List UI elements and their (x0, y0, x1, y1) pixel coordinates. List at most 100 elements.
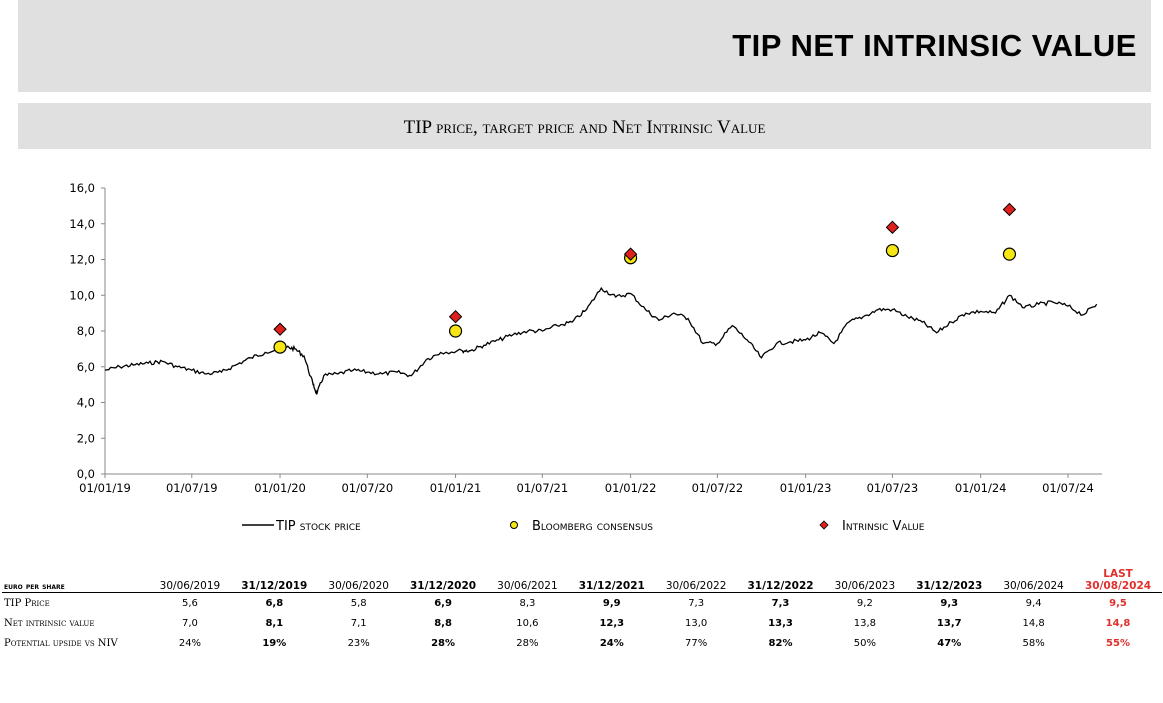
table-column-header: 30/06/2024 (1003, 580, 1064, 592)
table-cell: 28% (431, 637, 456, 649)
chart-series (104, 202, 1098, 395)
table-cell: 10,6 (516, 617, 539, 629)
table-cell: 23% (347, 637, 370, 649)
x-tick-label: 01/07/22 (692, 481, 744, 495)
chart-title: TIP price, target price and Net Intrinsi… (403, 117, 766, 138)
chart-axes: 0,0 2,0 4,0 6,0 8,0 10,0 12,0 14,0 16,0 01/01/19 0… (69, 181, 1102, 495)
y-tick-label: 2,0 (77, 431, 95, 445)
consensus-point (448, 324, 463, 338)
y-tick-label: 16,0 (69, 181, 95, 195)
table-cell: 12,3 (599, 617, 625, 629)
y-tick-label: 6,0 (77, 360, 95, 374)
table-cell: 28% (516, 637, 539, 649)
table-column-header: 31/12/2020 (409, 580, 477, 592)
header-band: TIP NET INTRINSIC VALUE (18, 0, 1151, 92)
row-label: TIP Price (4, 597, 50, 609)
x-tick-label: 01/07/24 (1042, 481, 1094, 495)
table-cell: 7,1 (350, 617, 367, 629)
niv-table-body: TIP Price 5,6 6,8 5,8 6,9 8,3 9,9 7,3 7,3 9,2 9,3 9… (2, 593, 1162, 654)
consensus-point (273, 340, 287, 354)
niv-table: euro per share 30/06/2019 31/12/2019 30/06… (2, 566, 1162, 653)
x-tick-label: 01/01/19 (79, 481, 131, 495)
x-tick-label: 01/01/23 (780, 481, 832, 495)
table-cell: 13,8 (853, 617, 877, 629)
table-cell: 7,0 (181, 617, 198, 629)
price-chart: 0,0 2,0 4,0 6,0 8,0 10,0 12,0 14,0 16,0 01/01/19 0… (69, 181, 1102, 534)
x-tick-label: 01/07/20 (341, 481, 393, 495)
table-cell: 6,8 (265, 597, 284, 609)
table-cell: 9,9 (602, 597, 621, 609)
table-cell: 82% (768, 637, 793, 649)
y-tick-label: 14,0 (69, 217, 95, 231)
row-label: Net intrinsic value (4, 617, 95, 629)
legend-label: TIP stock price (275, 519, 361, 534)
x-tick-label: 01/01/22 (605, 481, 657, 495)
legend-diamond-swatch (819, 520, 829, 530)
table-cell: 8,1 (265, 617, 284, 629)
stock-price-line (104, 286, 1098, 395)
table-cell: 14,8 (1022, 617, 1045, 629)
table-column-header: 31/12/2021 (578, 580, 645, 592)
table-row: Net intrinsic value 7,0 8,1 7,1 8,8 10,6 12,3 1… (2, 613, 1162, 633)
x-tick-label: 01/01/21 (430, 481, 482, 495)
table-column-header: 31/12/2023 (916, 580, 983, 592)
table-column-header: 30/06/2019 (159, 580, 221, 592)
table-cell: 6,9 (434, 597, 452, 609)
y-tick-label: 0,0 (77, 467, 95, 481)
x-tick-label: 01/01/24 (955, 481, 1007, 495)
chart-legend: TIP stock price Bloomberg consensus Intrin… (242, 519, 925, 534)
table-cell: 9,3 (940, 597, 959, 609)
table-row: Potential upside vs NIV 24% 19% 23% 28% 28% 24… (2, 633, 1162, 653)
page-title: TIP NET INTRINSIC VALUE (732, 28, 1137, 63)
intrinsic-value-point (623, 247, 638, 261)
table-cell: 8,8 (434, 617, 452, 629)
intrinsic-value-point (1002, 202, 1017, 217)
table-cell: 50% (853, 637, 876, 649)
intrinsic-value-point (448, 309, 463, 324)
table-column-header: 31/12/2019 (241, 580, 308, 592)
table-cell: 5,6 (181, 597, 198, 609)
table-cell: 7,3 (688, 597, 705, 609)
table-column-header: 30/06/2022 (665, 580, 727, 592)
table-cell: 13,0 (685, 617, 708, 629)
y-tick-label: 10,0 (69, 288, 95, 302)
table-cell: 24% (599, 637, 624, 649)
table-row: TIP Price 5,6 6,8 5,8 6,9 8,3 9,9 7,3 7,3 9,2 9,3 9… (2, 593, 1162, 614)
row-label: Potential upside vs NIV (4, 637, 118, 649)
consensus-point (885, 243, 900, 258)
legend-label: Bloomberg consensus (532, 519, 653, 534)
table-column-header: LAST 30/08/2024 (1074, 566, 1162, 593)
table-column-header: 31/12/2022 (747, 580, 814, 592)
y-tick-label: 4,0 (77, 396, 95, 410)
table-cell: 24% (178, 637, 202, 649)
niv-table-header-row: euro per share 30/06/2019 31/12/2019 30/06… (2, 566, 1162, 593)
x-tick-label: 01/07/19 (166, 481, 218, 495)
table-cell: 13,3 (768, 617, 793, 629)
chart-title-band: TIP price, target price and Net Intrinsi… (18, 103, 1151, 149)
table-cell: 7,3 (771, 597, 790, 609)
table-cell: 55% (1106, 637, 1130, 649)
last-label: LAST (1103, 568, 1133, 580)
x-tick-label: 01/07/21 (517, 481, 569, 495)
x-tick-label: 01/07/23 (867, 481, 919, 495)
table-cell: 19% (262, 637, 287, 649)
table-cell: 8,3 (519, 597, 536, 609)
table-cell: 47% (937, 637, 962, 649)
table-cell: 58% (1022, 637, 1045, 649)
table-column-header: 30/06/2023 (834, 580, 896, 592)
table-cell: 13,7 (936, 617, 962, 629)
table-column-header: 30/06/2020 (328, 580, 389, 592)
legend-circle-swatch (510, 521, 518, 529)
table-cell: 9,5 (1109, 597, 1127, 609)
table-cell: 9,4 (1025, 597, 1042, 609)
consensus-point (1002, 247, 1017, 261)
legend-label: Intrinsic Value (842, 519, 925, 534)
table-cell: 9,2 (856, 597, 873, 609)
unit-header: euro per share (4, 582, 65, 592)
intrinsic-value-point (885, 220, 900, 235)
y-tick-label: 8,0 (77, 324, 95, 338)
column-date: 30/08/2024 (1084, 580, 1152, 592)
x-tick-label: 01/01/20 (254, 481, 306, 495)
y-tick-label: 12,0 (69, 253, 95, 267)
table-cell: 77% (685, 637, 708, 649)
